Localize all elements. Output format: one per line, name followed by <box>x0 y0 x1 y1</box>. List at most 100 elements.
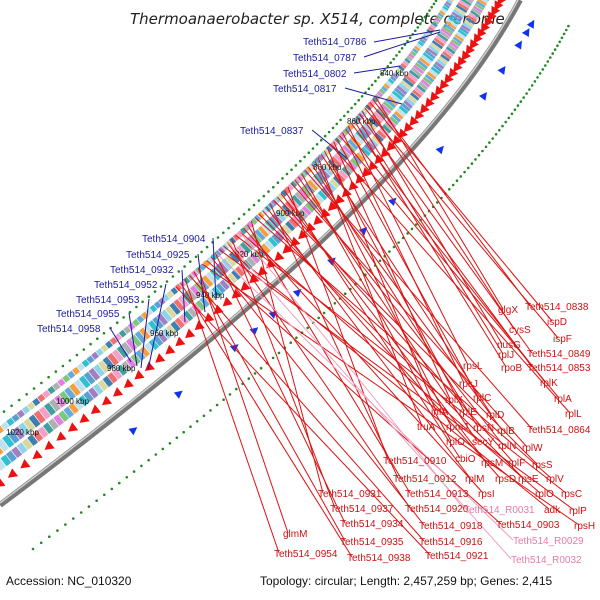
feature-segment <box>432 19 440 25</box>
reverse-gene-arrow <box>128 427 138 436</box>
gene-label: rplO <box>535 489 554 500</box>
gene-arrow <box>425 97 435 108</box>
feature-segment <box>37 426 49 438</box>
gc-dot <box>516 104 520 107</box>
gene-arrow <box>298 229 309 240</box>
gene-arrow <box>123 378 134 388</box>
feature-segment <box>454 6 466 16</box>
gc-dot <box>484 145 488 149</box>
gc-dot <box>414 29 417 33</box>
gene-arrow <box>430 91 440 102</box>
gc-content-outer-track <box>2 0 438 413</box>
feature-segment <box>385 80 393 87</box>
feature-segment <box>329 178 340 189</box>
feature-segment <box>130 334 142 348</box>
feature-segment <box>274 230 285 241</box>
gene-label: rplM <box>465 474 484 485</box>
gc-dot <box>132 470 136 473</box>
gene-label: truA <box>417 422 436 433</box>
leader-line <box>184 279 280 554</box>
gene-label: rpsC <box>561 489 582 500</box>
gc-dot <box>423 15 427 19</box>
feature-segment <box>294 191 306 204</box>
feature-segment <box>408 69 421 80</box>
gc-dot <box>556 44 559 47</box>
feature-segment <box>400 79 412 90</box>
feature-segment <box>455 4 468 13</box>
kbp-label: 880 kbp <box>313 163 342 172</box>
leader-line <box>239 231 541 494</box>
feature-segment <box>102 356 115 370</box>
feature-segment <box>69 383 81 397</box>
gene-label: rplJ <box>498 350 514 361</box>
feature-segment <box>0 425 4 434</box>
gc-dot <box>528 88 531 91</box>
gene-label: Teth514_0916 <box>419 537 483 548</box>
feature-segment <box>121 360 132 373</box>
leader-line <box>189 275 425 542</box>
gene-arrow <box>403 122 414 133</box>
gc-dot <box>415 223 418 226</box>
gene-arrow <box>68 422 79 432</box>
feature-segment <box>474 3 485 11</box>
feature-segment <box>286 183 295 191</box>
feature-segment <box>428 44 440 55</box>
accession-text: Accession: NC_010320 <box>6 574 132 588</box>
feature-segment <box>413 45 421 52</box>
feature-segment <box>207 289 218 301</box>
gc-dot <box>115 321 119 325</box>
gene-label: Teth514_0910 <box>383 456 447 467</box>
gc-dot <box>194 255 198 259</box>
feature-segment <box>5 450 17 463</box>
gc-dot <box>147 295 151 299</box>
leader-line <box>277 196 514 463</box>
feature-segment <box>264 240 275 251</box>
leader-line <box>227 242 411 509</box>
gc-dot <box>75 353 79 357</box>
feature-segment <box>429 24 437 30</box>
leader-line <box>311 163 479 428</box>
gc-dot <box>285 172 289 176</box>
leader-line <box>280 193 487 463</box>
leader-line <box>297 176 478 442</box>
leader-line <box>287 186 389 461</box>
gene-arrow <box>361 167 372 178</box>
gc-dot <box>247 377 251 380</box>
gene-arrow <box>240 281 251 291</box>
gc-dot <box>87 505 91 508</box>
feature-segment <box>97 379 109 391</box>
gc-dot <box>533 80 537 83</box>
feature-segment <box>169 302 181 315</box>
gc-dot <box>311 147 315 150</box>
gene-arrow <box>222 296 233 307</box>
feature-segment <box>396 67 403 74</box>
feature-segment <box>225 254 237 267</box>
gc-dot <box>491 137 495 140</box>
feature-segment <box>436 58 447 67</box>
gene-label: rplC <box>473 393 491 404</box>
reverse-gene-arrow <box>526 19 535 29</box>
gene-label: rplV <box>546 474 564 485</box>
gene-arrow <box>102 395 113 406</box>
feature-segment <box>59 390 71 404</box>
feature-segment <box>405 97 416 107</box>
feature-segment <box>187 306 198 318</box>
feature-segment <box>449 41 459 50</box>
gc-dot <box>242 212 246 216</box>
gc-dot <box>346 110 350 114</box>
gc-dot <box>370 83 374 87</box>
gene-label: Teth514_0954 <box>274 549 338 560</box>
gc-dot <box>56 529 59 532</box>
gc-dot <box>522 96 525 99</box>
feature-segment <box>72 366 81 375</box>
feature-segment <box>344 163 355 174</box>
gc-dot <box>470 162 474 165</box>
feature-segment <box>408 52 415 59</box>
gc-dot <box>289 341 293 345</box>
gene-label: rplD <box>486 410 504 421</box>
feature-segment <box>424 49 436 60</box>
leader-line <box>197 267 289 534</box>
feature-segment <box>132 318 140 327</box>
feature-segment <box>44 402 56 416</box>
